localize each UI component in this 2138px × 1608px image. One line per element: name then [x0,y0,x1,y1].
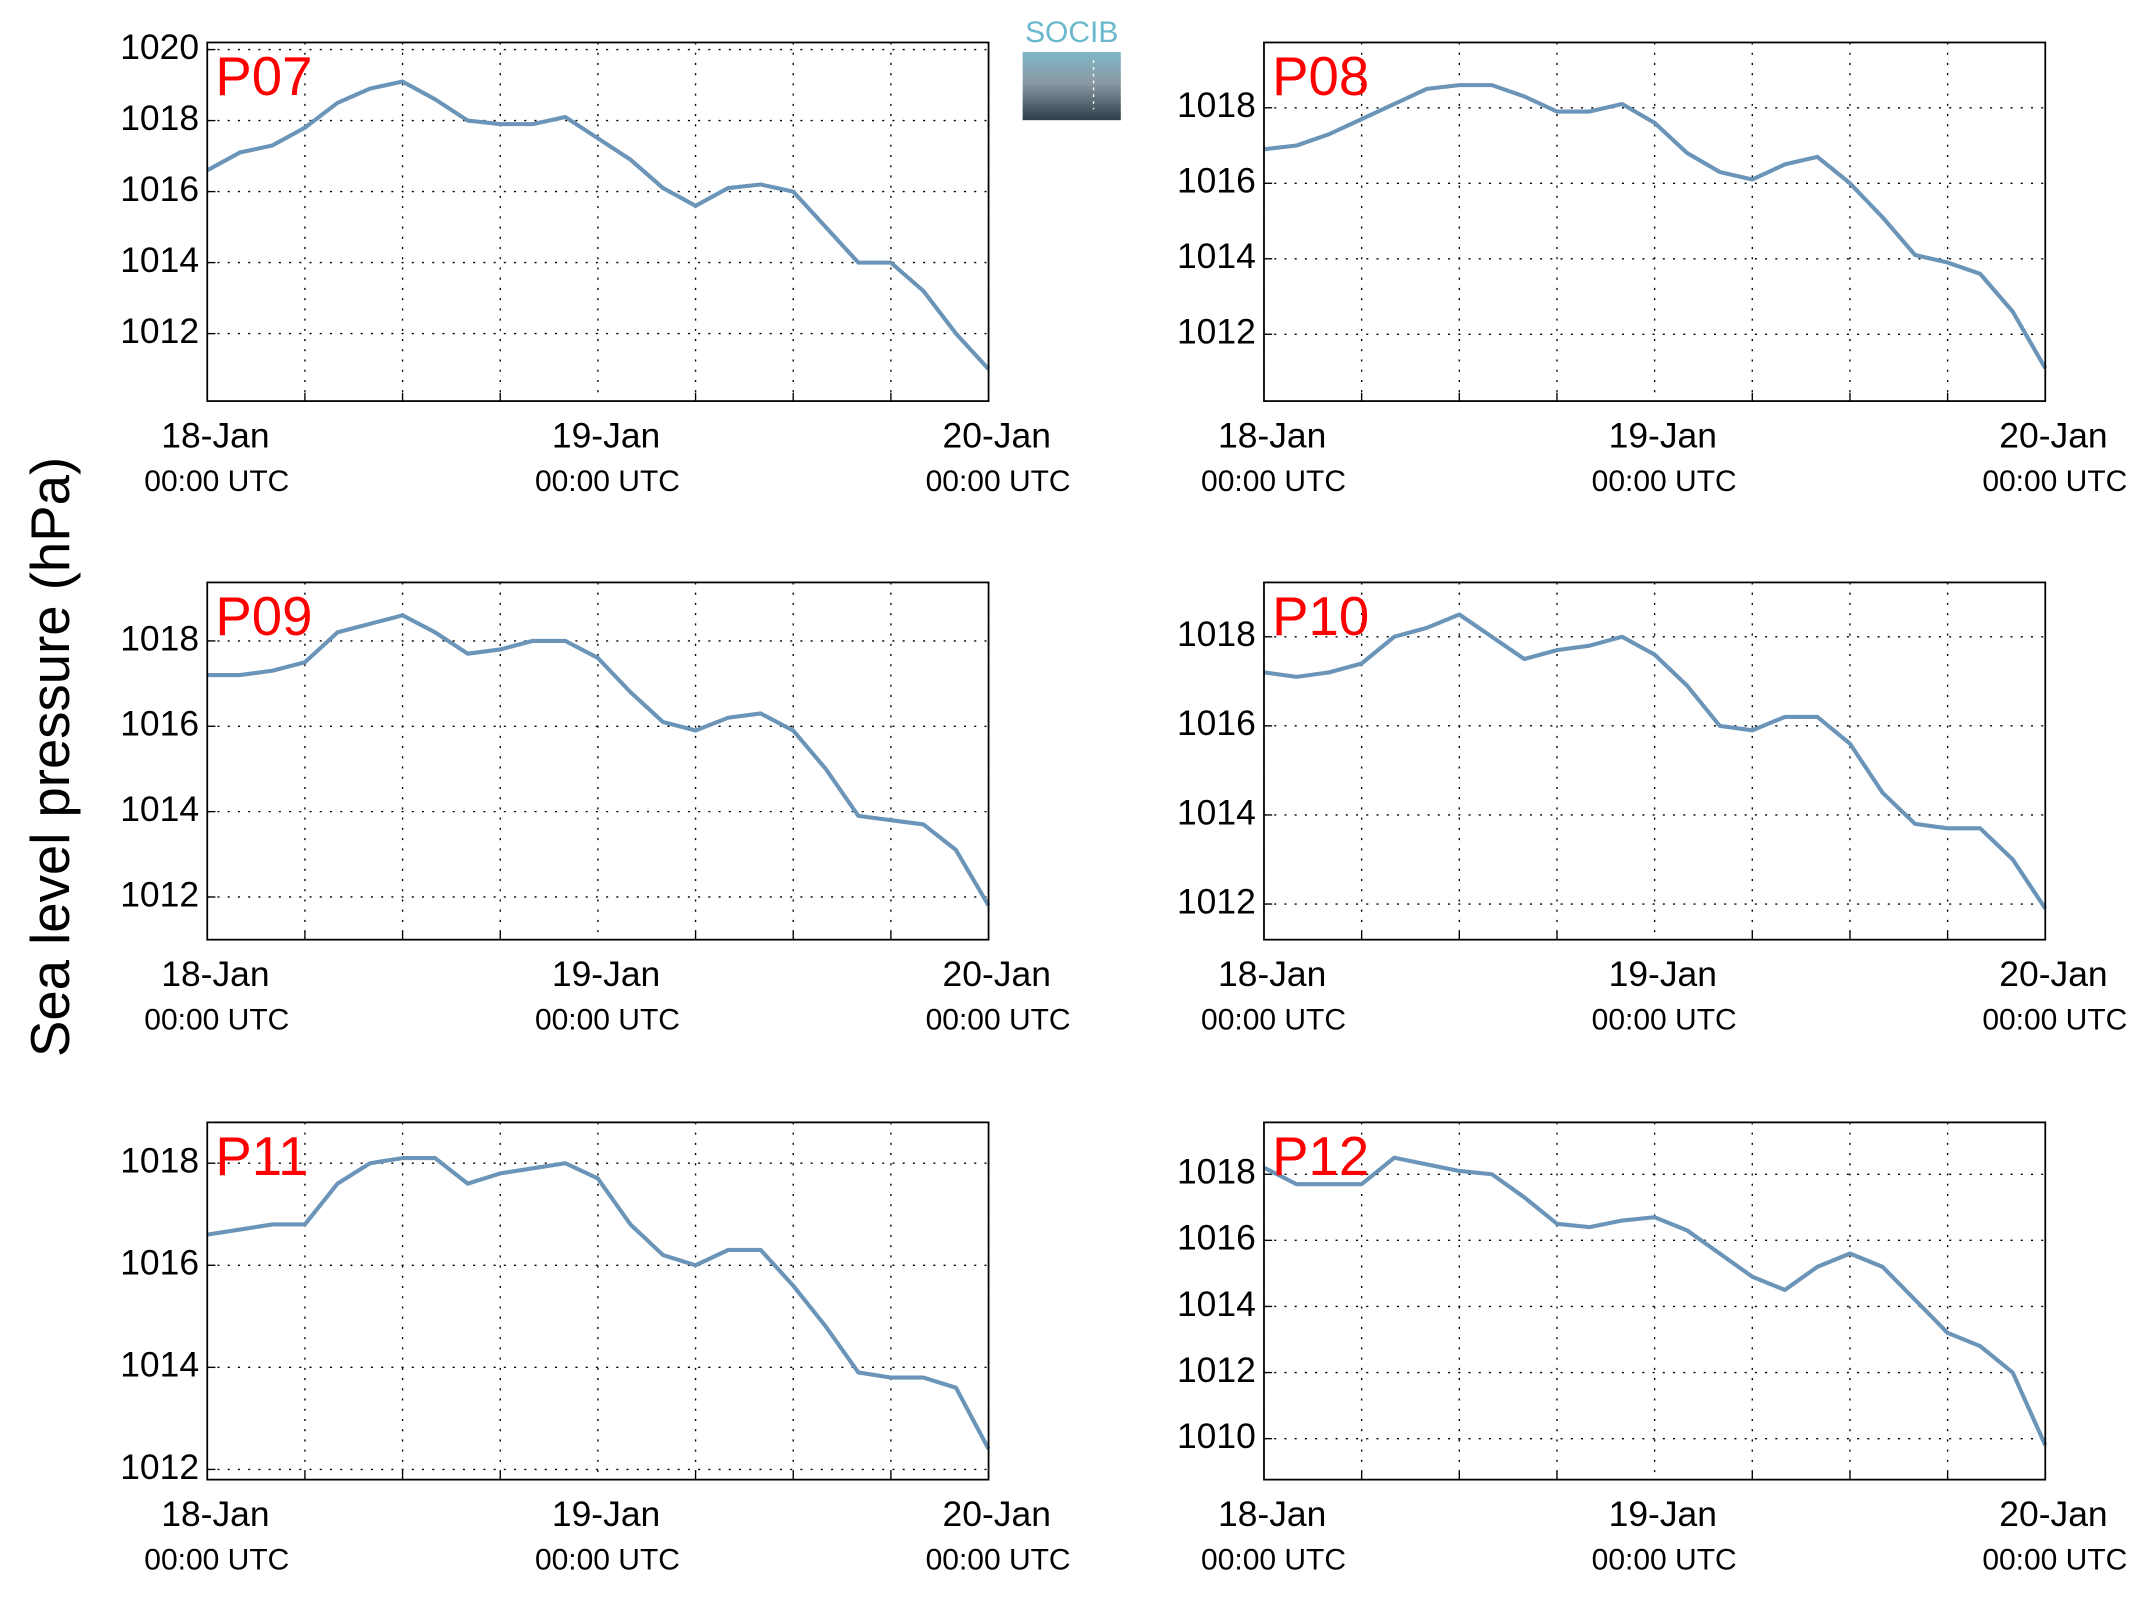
x-tick-label: 20-Jan [943,1494,1051,1534]
x-tick-label: 20-Jan [943,954,1051,994]
line-series [1263,612,2047,910]
plot-frame [206,581,990,941]
x-tick-label: 20-Jan [1999,1494,2107,1534]
panel-title: P11 [215,1126,308,1187]
y-tick-label: 1018 [120,618,199,658]
line-series [1263,1155,2048,1447]
x-tick-sublabel: 00:00 UTC [144,465,289,498]
x-tick-sublabel: 00:00 UTC [1592,1543,1737,1576]
y-tick-label: 1016 [120,704,199,744]
x-tick-sublabel: 00:00 UTC [535,1543,680,1576]
x-tick-label: 20-Jan [1999,954,2107,994]
x-tick-label: 20-Jan [943,415,1051,455]
x-tick-label: 20-Jan [1999,415,2107,455]
y-tick-label: 1014 [1177,1284,1256,1324]
y-tick-label: 1012 [120,311,199,351]
line-series [1263,83,2048,370]
logo-text: SOCIB [1025,16,1118,49]
plot-frame [1263,41,2047,402]
y-tick-label: 1012 [1177,881,1256,921]
x-tick-sublabel: 00:00 UTC [1201,1003,1346,1036]
x-tick-sublabel: 00:00 UTC [144,1003,289,1036]
y-tick-label: 1016 [120,1243,199,1283]
x-tick-sublabel: 00:00 UTC [1982,1003,2127,1036]
logo-box [1022,52,1121,121]
y-tick-label: 1018 [120,98,199,138]
y-tick-label: 1012 [120,1447,199,1487]
x-tick-sublabel: 00:00 UTC [1592,465,1737,498]
plot-frame [1263,1121,2047,1481]
x-tick-sublabel: 00:00 UTC [1201,465,1346,498]
panel-title: P12 [1272,1126,1369,1187]
x-tick-sublabel: 00:00 UTC [535,465,680,498]
x-tick-sublabel: 00:00 UTC [926,1543,1071,1576]
y-tick-label: 1018 [1177,1152,1256,1192]
y-tick-label: 1014 [120,240,199,280]
y-tick-label: 1018 [1177,85,1256,125]
y-tick-label: 1012 [1177,312,1256,352]
panel-title: P09 [215,586,312,647]
y-tick-label: 1016 [1177,161,1256,201]
x-tick-sublabel: 00:00 UTC [1592,1003,1737,1036]
y-tick-label: 1012 [120,874,199,914]
plot-frame [1263,581,2047,941]
x-tick-label: 19-Jan [552,1494,660,1534]
plot-frame [206,41,990,402]
y-tick-label: 1014 [120,1345,199,1385]
panel-title: P10 [1272,586,1369,647]
x-tick-sublabel: 00:00 UTC [926,465,1071,498]
x-tick-label: 19-Jan [1609,1494,1717,1534]
y-tick-label: 1010 [1177,1416,1256,1456]
x-tick-sublabel: 00:00 UTC [1982,465,2127,498]
line-series [206,1156,991,1450]
x-tick-sublabel: 00:00 UTC [535,1003,680,1036]
y-axis-label: Sea level pressure (hPa) [20,457,81,1057]
x-tick-label: 18-Jan [161,415,269,455]
y-tick-label: 1020 [120,27,199,67]
line-series [207,613,991,907]
x-tick-sublabel: 00:00 UTC [144,1543,289,1576]
y-tick-label: 1016 [1177,1218,1256,1258]
panel-title: P07 [215,46,312,107]
plot-frame [206,1121,990,1481]
x-tick-label: 18-Jan [1218,954,1326,994]
x-tick-label: 18-Jan [1218,415,1326,455]
x-tick-label: 19-Jan [552,954,660,994]
y-tick-label: 1012 [1177,1350,1256,1390]
x-tick-label: 19-Jan [1609,954,1717,994]
x-tick-sublabel: 00:00 UTC [926,1003,1071,1036]
x-tick-label: 19-Jan [552,415,660,455]
y-tick-label: 1018 [1177,614,1256,654]
x-tick-sublabel: 00:00 UTC [1201,1543,1346,1576]
y-tick-label: 1016 [120,169,199,209]
y-tick-label: 1014 [120,789,199,829]
y-tick-label: 1016 [1177,703,1256,743]
y-tick-label: 1018 [120,1141,199,1181]
line-series [206,79,991,371]
y-tick-label: 1014 [1177,792,1256,832]
y-tick-label: 1014 [1177,236,1256,276]
x-tick-label: 18-Jan [1218,1494,1326,1534]
x-tick-label: 18-Jan [161,1494,269,1534]
x-tick-sublabel: 00:00 UTC [1982,1543,2127,1576]
x-tick-label: 19-Jan [1609,415,1717,455]
panel-title: P08 [1272,46,1369,107]
x-tick-label: 18-Jan [161,954,269,994]
